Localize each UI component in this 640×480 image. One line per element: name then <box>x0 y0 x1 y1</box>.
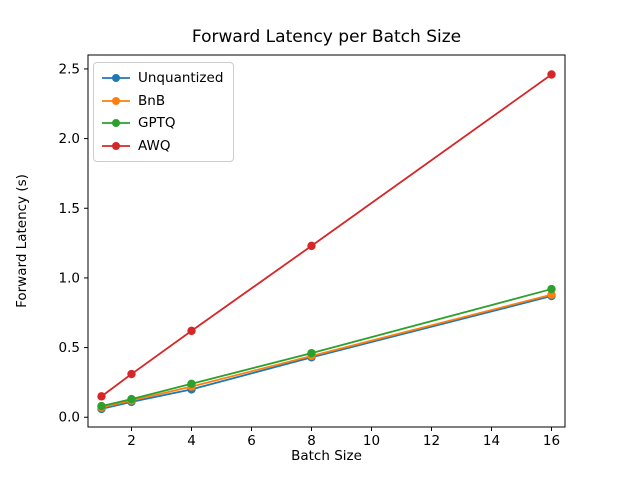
x-tick-label: 16 <box>543 433 560 449</box>
legend: Unquantized BnB GPTQ AWQ <box>93 62 235 162</box>
x-tick-label: 12 <box>423 433 440 449</box>
x-tick-label: 4 <box>187 433 196 449</box>
x-tick-label: 2 <box>127 433 136 449</box>
data-point <box>127 394 136 404</box>
y-tick-label: 2.5 <box>59 61 80 77</box>
legend-sample-dot <box>112 119 120 128</box>
legend-line-marker-icon <box>102 141 130 150</box>
x-axis-ticks: 2 4 6 8 10 12 14 16 <box>127 427 560 449</box>
data-point <box>187 326 196 336</box>
y-tick-label: 1.0 <box>59 270 80 286</box>
legend-label: AWQ <box>138 137 171 154</box>
data-point <box>547 284 556 294</box>
series-gptq <box>97 284 556 411</box>
y-tick-label: 2.0 <box>59 131 80 147</box>
series-bnb <box>97 290 556 412</box>
x-tick-label: 10 <box>363 433 380 449</box>
legend-label: Unquantized <box>138 70 224 87</box>
data-point <box>307 241 316 251</box>
legend-item-unquantized: Unquantized <box>101 68 223 89</box>
y-tick-label: 1.5 <box>59 201 80 217</box>
y-tick-label: 0.0 <box>59 410 80 426</box>
legend-line-marker-icon <box>102 96 130 105</box>
legend-sample-dot <box>112 96 120 105</box>
series-line <box>101 293 552 409</box>
plot-border <box>87 54 566 428</box>
legend-sample-dot <box>112 74 120 83</box>
legend-label: BnB <box>138 92 166 109</box>
data-point <box>97 401 106 411</box>
x-tick-label: 6 <box>247 433 256 449</box>
data-point <box>547 70 556 79</box>
data-point <box>97 392 106 401</box>
legend-item-awq: AWQ <box>101 136 223 157</box>
x-tick-label: 8 <box>307 433 316 449</box>
legend-item-bnb: BnB <box>101 91 223 112</box>
legend-line-marker-icon <box>102 74 130 83</box>
x-tick-label: 14 <box>483 433 500 449</box>
data-point <box>127 369 136 379</box>
y-axis-ticks: 0.0 0.5 1.0 1.5 2.0 2.5 <box>59 61 88 426</box>
legend-item-gptq: GPTQ <box>101 113 223 134</box>
series-awq <box>97 70 556 401</box>
x-axis-label: Batch Size <box>291 448 362 464</box>
legend-label: GPTQ <box>138 115 176 132</box>
data-point <box>307 348 316 358</box>
data-point <box>187 379 196 389</box>
y-axis-label: Forward Latency (s) <box>14 174 30 308</box>
chart-title: Forward Latency per Batch Size <box>191 27 462 47</box>
legend-line-marker-icon <box>102 119 130 128</box>
legend-sample-dot <box>112 141 120 150</box>
y-tick-label: 0.5 <box>59 340 80 356</box>
